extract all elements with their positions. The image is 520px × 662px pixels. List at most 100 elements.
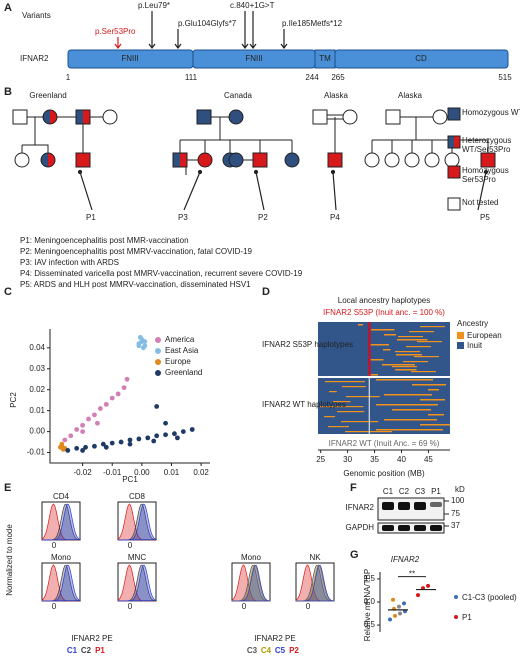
y-tick-label: 0.5 (364, 620, 376, 629)
x-tick-label: -0.02 (73, 468, 92, 477)
mrna-plot: 0.5 1.0 1.5 ** (364, 569, 458, 632)
ancestry-streak (417, 341, 442, 343)
x-tick-label: 30 (343, 455, 352, 464)
histogram (231, 564, 271, 602)
domain-label: FNIII (121, 54, 138, 63)
x-tick-label: 45 (424, 455, 433, 464)
pedigree-circle (404, 152, 420, 168)
ancestry-streak (358, 324, 363, 326)
pedigree-line (21, 116, 103, 153)
pedigree-circle (228, 109, 244, 125)
plot-label: NK (309, 553, 321, 562)
significance: ** (409, 569, 415, 578)
x-axis-label: IFNAR2 PE (71, 634, 112, 643)
ancestry-streak (392, 366, 417, 368)
legend-label: C1-C3 (pooled) (462, 593, 517, 602)
x-axis-label: IFNAR2 PE (254, 634, 295, 643)
y-tick-label: 0.02 (29, 385, 45, 394)
point (137, 334, 143, 340)
population-label: Alaska (324, 91, 349, 100)
pedigree-circle (432, 109, 448, 125)
point (145, 435, 151, 441)
pedigree-circle (424, 152, 440, 168)
panel-label: B (4, 86, 12, 98)
pedigree-square (385, 109, 401, 125)
ancestry-streak (396, 354, 422, 356)
pedigree-circle (14, 152, 30, 168)
legend-label: Europe (165, 357, 191, 366)
point (115, 391, 121, 397)
flow-histograms: CD4 0 CD8 0 Mono 0 MNC 0 Mono 0 NK 0 C1 C2 P1 C3 C4 C5 P2 (41, 492, 335, 655)
histogram (295, 564, 335, 602)
point (62, 437, 68, 443)
panel-label: A (4, 2, 12, 14)
point (172, 431, 177, 437)
panel-label: C (4, 286, 12, 298)
patient-label: P4 (330, 213, 340, 222)
point (80, 429, 85, 434)
pedigree-line (327, 114, 343, 153)
note: P2: Meningoencephalitis post MMRV-vaccin… (20, 247, 253, 256)
point (151, 438, 157, 444)
ancestry-streak (324, 416, 336, 418)
domain-label: CD (415, 54, 427, 63)
legend-swatch (447, 165, 461, 179)
pedigree-square (327, 152, 343, 168)
pedigree-circle (197, 152, 213, 168)
position-label: 1 (66, 73, 71, 82)
symbol-half (173, 153, 180, 167)
ancestry-streak (384, 419, 437, 421)
variant-label: p.Ile185Metfs*12 (282, 19, 343, 28)
symbol-half (41, 153, 48, 167)
pca-plot: -0.02 -0.01 0.00 0.01 0.02 -0.01 0.00 0.01 0.02 0… (27, 329, 210, 477)
point (103, 444, 109, 450)
point (397, 604, 401, 609)
panel-label: D (262, 286, 270, 298)
ancestry-streak (345, 431, 392, 433)
zero-label: 0 (52, 541, 57, 550)
y-tick-label: 0.04 (29, 343, 45, 352)
plot-label: CD8 (129, 492, 146, 501)
panel-label: F (350, 482, 357, 494)
patient-arrow (183, 171, 201, 211)
x-tick-label: 0.00 (134, 468, 150, 477)
point (86, 416, 91, 422)
patient-arrow (255, 171, 265, 211)
point (416, 593, 420, 598)
ancestry-streak (371, 329, 395, 331)
x-tick-label: 0.02 (193, 468, 209, 477)
symbol-half (76, 110, 83, 124)
pedigree-circle (40, 152, 56, 168)
note: P4: Disseminated varicella post MMRV-vac… (20, 269, 303, 278)
blot-frame (377, 522, 445, 534)
row-label: IFNAR2 S53P haplotypes (262, 340, 353, 349)
pedigree-square (172, 152, 188, 168)
variant-label: p.Ser53Pro (95, 27, 136, 36)
zero-label: 0 (242, 602, 247, 611)
x-axis-label: PC1 (122, 475, 138, 484)
marker-label: 75 (451, 509, 460, 518)
variant-line (368, 322, 371, 376)
zero-label: 0 (128, 602, 133, 611)
row-label: GAPDH (346, 523, 375, 532)
position-label: 244 (305, 73, 319, 82)
point (154, 433, 160, 439)
symbol-half (43, 110, 50, 124)
sample-label: C4 (261, 646, 272, 655)
blot-frame (377, 497, 445, 521)
arrow-head (253, 169, 259, 175)
legend-swatch (457, 342, 464, 349)
panel-label: G (350, 549, 359, 561)
ancestry-streak (342, 386, 366, 388)
legend-title: Ancestry (457, 319, 488, 328)
pedigree-square (480, 152, 496, 168)
variant-label: p.Glu104Glyfs*7 (178, 19, 237, 28)
legend-label: Inuit (467, 341, 483, 350)
pedigree-circle (228, 152, 244, 168)
histogram (117, 503, 158, 541)
legend-label: Heterozygous WT/Ser53Pro (462, 136, 512, 154)
legend-marker (454, 595, 458, 599)
ancestry-streak (325, 381, 365, 383)
marker-label: 100 (451, 496, 465, 505)
